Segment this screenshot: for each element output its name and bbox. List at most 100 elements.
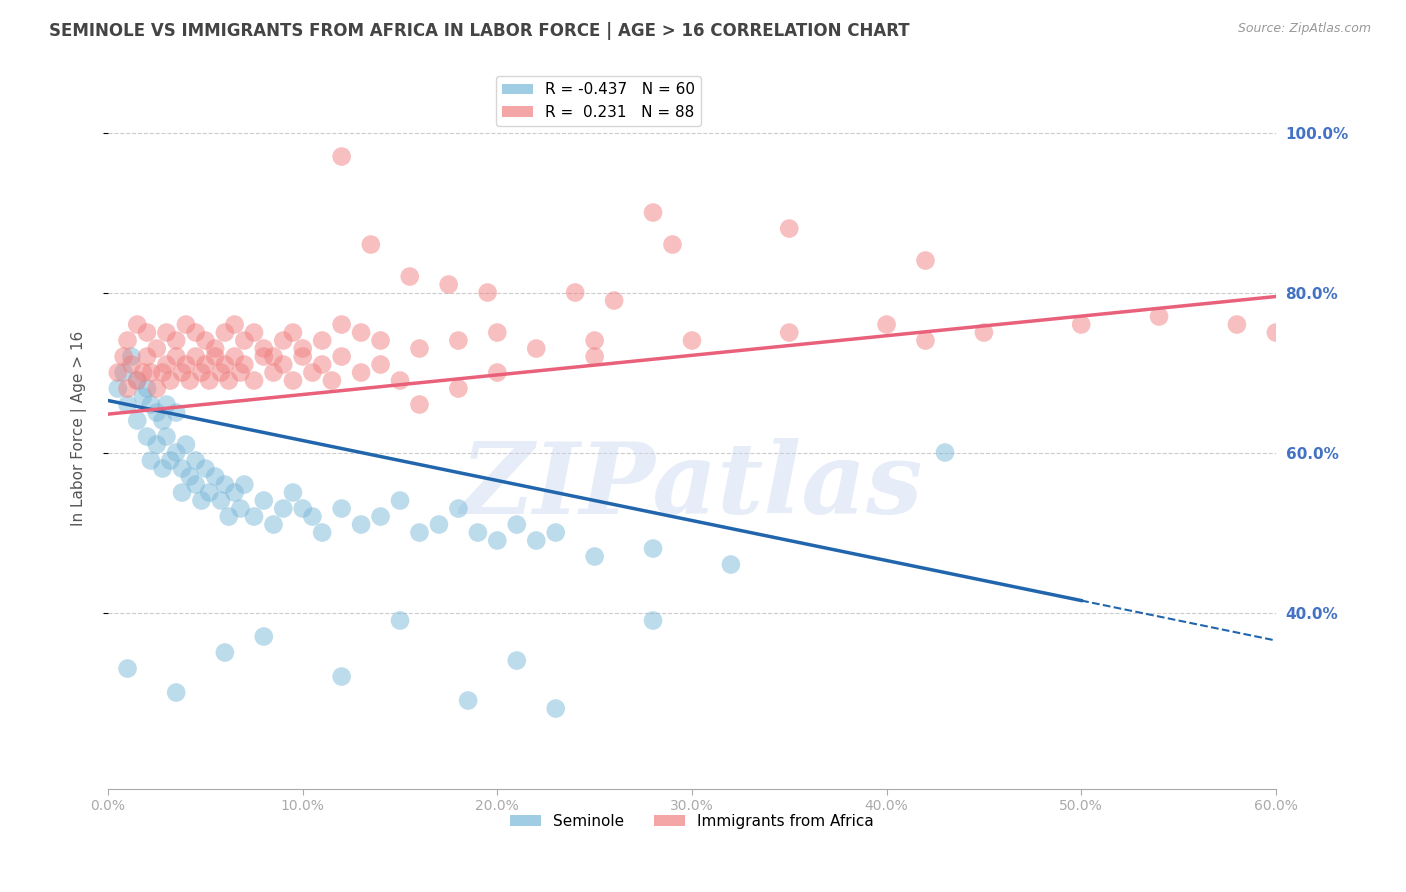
Point (506, 653, 529, 667)
Point (370, 334, 392, 348)
Point (204, 469, 226, 483)
Point (174, 358, 197, 372)
Point (263, 350, 285, 364)
Point (224, 485, 246, 500)
Text: Source: ZipAtlas.com: Source: ZipAtlas.com (1237, 22, 1371, 36)
Point (159, 374, 181, 388)
Point (281, 485, 304, 500)
Point (165, 334, 187, 348)
Point (291, 501, 314, 516)
Point (170, 461, 193, 475)
Point (477, 285, 499, 300)
Point (184, 453, 207, 467)
Point (198, 374, 221, 388)
Point (641, 205, 664, 219)
Point (117, 334, 139, 348)
Point (145, 382, 167, 396)
Point (112, 350, 135, 364)
Point (165, 350, 187, 364)
Point (184, 326, 207, 340)
Point (583, 549, 606, 564)
Point (209, 366, 232, 380)
Point (174, 437, 197, 451)
Point (229, 501, 252, 516)
Point (155, 326, 177, 340)
Point (152, 461, 174, 475)
Point (524, 533, 547, 548)
Point (720, 558, 742, 572)
Point (681, 334, 703, 348)
Point (152, 366, 174, 380)
Point (155, 429, 177, 443)
Point (214, 358, 236, 372)
Point (281, 374, 304, 388)
Point (311, 525, 333, 540)
Point (427, 517, 450, 532)
Point (914, 253, 936, 268)
Point (350, 326, 373, 340)
Point (117, 398, 139, 412)
Point (204, 350, 226, 364)
Text: ZIPatlas: ZIPatlas (461, 438, 924, 534)
Point (271, 334, 294, 348)
Point (136, 382, 159, 396)
Point (107, 366, 129, 380)
Point (486, 533, 509, 548)
Point (330, 318, 353, 332)
Point (914, 334, 936, 348)
Point (218, 509, 240, 524)
Point (120, 358, 142, 372)
Point (934, 445, 956, 459)
Point (389, 493, 412, 508)
Point (198, 485, 221, 500)
Point (127, 413, 149, 427)
Y-axis label: In Labor Force | Age > 16: In Labor Force | Age > 16 (72, 331, 87, 526)
Point (301, 509, 323, 524)
Point (136, 350, 159, 364)
Point (139, 453, 162, 467)
Point (330, 669, 353, 683)
Point (174, 318, 197, 332)
Point (179, 374, 201, 388)
Point (243, 509, 266, 524)
Point (486, 366, 509, 380)
Point (139, 398, 162, 412)
Point (159, 453, 181, 467)
Point (544, 701, 567, 715)
Point (291, 342, 314, 356)
Point (437, 277, 460, 292)
Point (194, 334, 217, 348)
Point (564, 285, 586, 300)
Point (253, 630, 276, 644)
Point (209, 493, 232, 508)
Point (311, 358, 333, 372)
Point (224, 350, 246, 364)
Point (253, 350, 276, 364)
Point (132, 366, 155, 380)
Point (301, 366, 323, 380)
Point (370, 509, 392, 524)
Point (544, 525, 567, 540)
Point (1070, 318, 1092, 332)
Point (117, 382, 139, 396)
Point (447, 334, 470, 348)
Point (233, 358, 256, 372)
Point (224, 318, 246, 332)
Point (360, 237, 382, 252)
Point (447, 382, 470, 396)
Point (447, 501, 470, 516)
Point (127, 374, 149, 388)
Point (370, 358, 392, 372)
Point (229, 366, 252, 380)
Point (117, 661, 139, 675)
Point (457, 693, 479, 707)
Point (778, 326, 800, 340)
Point (233, 334, 256, 348)
Point (243, 326, 266, 340)
Point (190, 366, 212, 380)
Point (184, 477, 207, 491)
Point (214, 477, 236, 491)
Point (179, 469, 201, 483)
Point (506, 517, 529, 532)
Point (194, 358, 217, 372)
